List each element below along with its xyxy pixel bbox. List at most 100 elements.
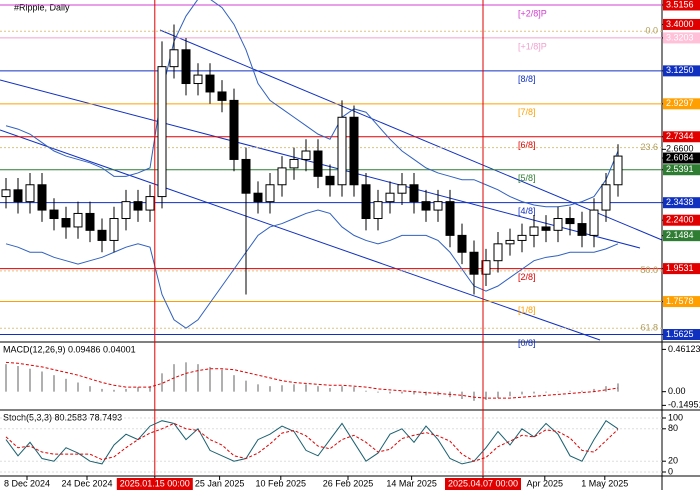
macd-bar bbox=[509, 391, 511, 397]
macd-bar bbox=[593, 388, 595, 392]
fib-label: 61.8 bbox=[640, 323, 658, 333]
candle-body bbox=[565, 218, 575, 225]
macd-bar bbox=[149, 386, 151, 392]
y-tick-label: 1.9531 bbox=[666, 263, 694, 273]
macd-bar bbox=[605, 386, 607, 392]
candle-body bbox=[61, 218, 71, 228]
macd-bar bbox=[89, 386, 91, 392]
y-tick-label: -0.14951 bbox=[668, 400, 700, 410]
y-tick-label: 1.5625 bbox=[666, 329, 694, 339]
y-tick-label: 0.00 bbox=[668, 386, 686, 396]
candle-body bbox=[169, 49, 179, 68]
macd-bar bbox=[65, 378, 67, 392]
candle-body bbox=[313, 150, 323, 177]
candle-body bbox=[577, 223, 587, 236]
fib-label: 50.0 bbox=[640, 265, 658, 275]
macd-bar bbox=[497, 391, 499, 399]
candle-body bbox=[97, 229, 107, 241]
murray-label: [7/8] bbox=[518, 107, 536, 117]
candle-body bbox=[13, 189, 23, 203]
macd-bar bbox=[197, 364, 199, 392]
candle-body bbox=[529, 226, 539, 236]
macd-bar bbox=[557, 391, 559, 393]
macd-bar bbox=[41, 371, 43, 392]
macd-bar bbox=[521, 391, 523, 395]
macd-bar bbox=[257, 384, 259, 392]
murray-label: [8/8] bbox=[518, 74, 536, 84]
macd-bar bbox=[473, 391, 475, 401]
macd-bar bbox=[5, 364, 7, 392]
y-tick-label: 20 bbox=[668, 456, 678, 466]
candle-body bbox=[133, 201, 143, 211]
macd-bar bbox=[425, 391, 427, 396]
macd-bar bbox=[293, 384, 295, 392]
candle-body bbox=[37, 184, 47, 211]
macd-bar bbox=[389, 391, 391, 394]
candle-body bbox=[337, 116, 347, 186]
candle-body bbox=[433, 201, 443, 211]
candle-body bbox=[361, 184, 371, 220]
candle-body bbox=[589, 209, 599, 236]
candle-body bbox=[229, 99, 239, 160]
candle-body bbox=[505, 239, 515, 245]
candle-body bbox=[517, 234, 527, 241]
macd-bar bbox=[77, 382, 79, 392]
macd-bar bbox=[533, 391, 535, 394]
y-tick-box bbox=[663, 214, 700, 226]
macd-bar bbox=[29, 368, 31, 392]
channel-line bbox=[0, 129, 601, 341]
x-tick-box bbox=[445, 478, 521, 490]
y-tick-label: 1.7578 bbox=[666, 296, 694, 306]
murray-label: [+2/8]P bbox=[518, 8, 547, 18]
y-tick-label: 2.9297 bbox=[666, 98, 694, 108]
y-tick-label: 2.6084 bbox=[666, 152, 694, 162]
y-tick-box bbox=[663, 32, 700, 44]
y-tick-label: 2.5391 bbox=[666, 164, 694, 174]
stoch-title: Stoch(5,3,3) 80.2583 78.7493 bbox=[3, 412, 122, 422]
y-tick-label: 3.5156 bbox=[666, 0, 694, 9]
macd-bar bbox=[581, 390, 583, 392]
macd-bar bbox=[569, 390, 571, 392]
macd-bar bbox=[281, 385, 283, 392]
channel-line bbox=[159, 29, 663, 241]
murray-label: [+1/8]P bbox=[518, 41, 547, 51]
macd-bar bbox=[17, 366, 19, 392]
macd-bar bbox=[161, 373, 163, 392]
y-tick-label: 3.1250 bbox=[666, 65, 694, 75]
x-tick-label: 26 Feb 2025 bbox=[323, 478, 374, 488]
y-tick-label: 2.3438 bbox=[666, 197, 694, 207]
y-tick-label: 0.46123 bbox=[668, 344, 700, 354]
macd-bar bbox=[413, 391, 415, 395]
y-tick-box bbox=[663, 296, 700, 308]
stoch-main bbox=[5, 419, 619, 465]
macd-bar bbox=[317, 386, 319, 392]
macd-bar bbox=[353, 387, 355, 392]
macd-bar bbox=[269, 386, 271, 392]
x-tick-label: 1 May 2025 bbox=[581, 478, 628, 488]
macd-bar bbox=[209, 366, 211, 392]
y-tick-box bbox=[663, 152, 700, 164]
candle-body bbox=[25, 184, 35, 203]
macd-bar bbox=[221, 369, 223, 392]
macd-bar bbox=[329, 388, 331, 392]
candle-body bbox=[289, 158, 299, 169]
y-tick-box bbox=[663, 131, 700, 143]
candle-body bbox=[541, 226, 551, 231]
macd-bar bbox=[245, 380, 247, 392]
band-upper bbox=[5, 0, 619, 208]
macd-bar bbox=[341, 386, 343, 392]
candle-body bbox=[445, 201, 455, 236]
candle-body bbox=[241, 158, 251, 194]
murray-label: [6/8] bbox=[518, 140, 536, 150]
macd-bar bbox=[461, 391, 463, 399]
x-tick-label: 24 Dec 2024 bbox=[61, 478, 112, 488]
y-tick-label: 80 bbox=[668, 423, 678, 433]
macd-bar bbox=[185, 362, 187, 392]
candle-body bbox=[493, 243, 503, 262]
y-tick-label: 100 bbox=[668, 412, 683, 422]
candle-body bbox=[325, 175, 335, 186]
macd-bar bbox=[137, 387, 139, 392]
